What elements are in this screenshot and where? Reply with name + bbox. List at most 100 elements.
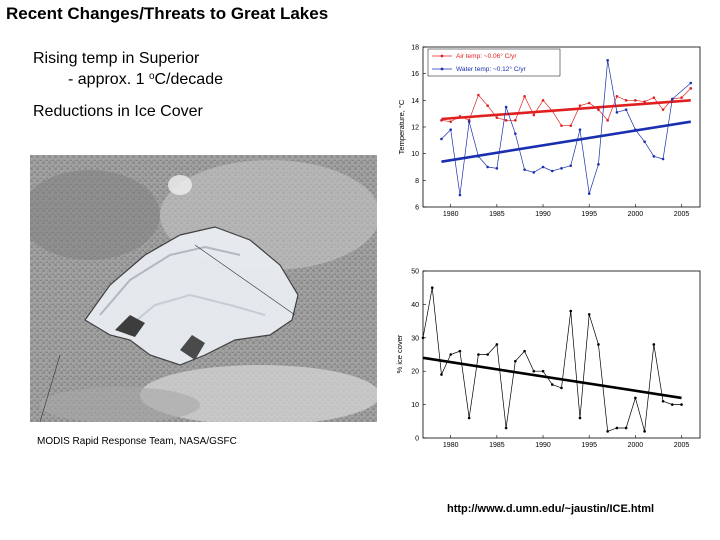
data-point — [671, 403, 674, 406]
trend-line-0 — [422, 356, 682, 400]
data-point — [587, 101, 591, 105]
data-point — [652, 155, 656, 158]
x-tick-label: 2000 — [628, 442, 644, 449]
data-point — [467, 416, 471, 420]
slide-title: Recent Changes/Threats to Great Lakes — [6, 4, 329, 23]
data-point — [560, 167, 563, 170]
data-point — [458, 349, 462, 353]
data-point — [523, 168, 526, 171]
y-tick-label: 0 — [415, 436, 419, 443]
temperature-chart: Temperature, °C 1980 1985 1990 1995 2000 2005… — [397, 45, 701, 218]
data-point — [569, 164, 573, 167]
legend-air-marker — [440, 54, 444, 58]
y-tick-label: 20 — [411, 369, 419, 376]
legend-air-label: Air temp: ~0.06° C/yr — [456, 52, 517, 60]
y-tick-label: 14 — [411, 98, 419, 105]
degree-symbol: o — [148, 71, 155, 82]
data-point — [541, 99, 545, 102]
data-point — [458, 193, 462, 197]
bullet-ice-cover: Reductions in Ice Cover — [33, 103, 203, 120]
data-point — [486, 353, 489, 356]
temp-y-axis-label: Temperature, °C — [397, 99, 406, 154]
rate-prefix: - approx. 1 — [68, 71, 149, 88]
x-tick-label: 1990 — [535, 442, 551, 449]
data-point — [504, 105, 508, 109]
data-point — [569, 309, 573, 313]
data-point — [477, 353, 480, 356]
data-point — [486, 104, 489, 107]
x-tick-label: 1995 — [581, 211, 597, 218]
y-tick-label: 10 — [411, 151, 419, 158]
data-point — [514, 359, 517, 363]
ice-plot-frame — [422, 270, 701, 439]
data-point — [689, 87, 693, 90]
y-tick-label: 18 — [411, 45, 419, 52]
data-point — [661, 108, 665, 111]
y-tick-label: 8 — [415, 178, 419, 185]
data-point — [597, 343, 600, 346]
data-point — [504, 426, 508, 430]
data-point — [587, 192, 591, 195]
data-point — [689, 81, 693, 85]
data-point — [597, 163, 600, 166]
x-tick-label: 1995 — [581, 442, 597, 449]
data-point — [680, 403, 683, 406]
data-point — [643, 100, 646, 103]
data-point — [550, 169, 554, 173]
data-point — [578, 128, 582, 131]
trend-line-0 — [441, 99, 691, 121]
data-point — [421, 336, 425, 340]
data-point — [523, 95, 526, 98]
data-point — [477, 93, 480, 97]
x-tick-label: 2005 — [674, 442, 690, 449]
y-tick-label: 12 — [411, 125, 419, 132]
series-line-0 — [441, 88, 692, 127]
x-tick-label: 2005 — [674, 211, 690, 218]
data-point — [514, 132, 517, 135]
trend-line-1 — [441, 120, 691, 163]
y-tick-label: 16 — [411, 71, 419, 78]
legend-water-label: Water temp: ~0.12° C/yr — [456, 65, 527, 73]
y-tick-label: 10 — [411, 402, 419, 409]
data-point — [430, 286, 434, 289]
ice-y-axis-label: % ice cover — [395, 334, 404, 373]
data-point — [541, 165, 545, 169]
data-point — [652, 343, 656, 346]
y-tick-label: 40 — [411, 302, 419, 309]
data-point — [532, 171, 536, 174]
charts-panel: Temperature, °C 1980 1985 1990 1995 2000 2005… — [395, 45, 701, 449]
data-point — [449, 353, 452, 356]
x-tick-label: 2000 — [628, 211, 644, 218]
data-point — [597, 108, 600, 111]
data-point — [504, 119, 508, 122]
data-point — [615, 111, 619, 114]
data-point — [532, 113, 536, 117]
data-point — [495, 167, 499, 170]
legend-box — [427, 48, 561, 77]
data-point — [661, 157, 665, 161]
data-point — [652, 96, 656, 99]
legend-water-marker — [440, 67, 444, 71]
y-tick-label: 50 — [411, 269, 419, 276]
rate-suffix: C/decade — [154, 71, 224, 88]
bullet-rising-temp: Rising temp in Superior — [33, 50, 200, 67]
data-point — [514, 119, 517, 122]
data-point — [606, 430, 609, 433]
data-point — [440, 373, 443, 376]
data-point — [541, 369, 545, 373]
data-point — [495, 116, 499, 119]
x-tick-label: 1980 — [443, 442, 459, 449]
data-point — [467, 120, 471, 123]
data-point — [495, 343, 499, 346]
data-point — [634, 396, 637, 400]
data-point — [606, 119, 609, 122]
data-point — [578, 416, 582, 420]
data-point — [550, 383, 554, 386]
bullet-rising-temp-rate: - approx. 1 oC/decade — [68, 71, 223, 89]
data-point — [523, 349, 526, 353]
data-point — [671, 97, 674, 101]
data-point — [569, 124, 573, 127]
data-point — [643, 430, 646, 433]
x-tick-label: 1990 — [535, 211, 551, 218]
data-point — [661, 399, 665, 403]
